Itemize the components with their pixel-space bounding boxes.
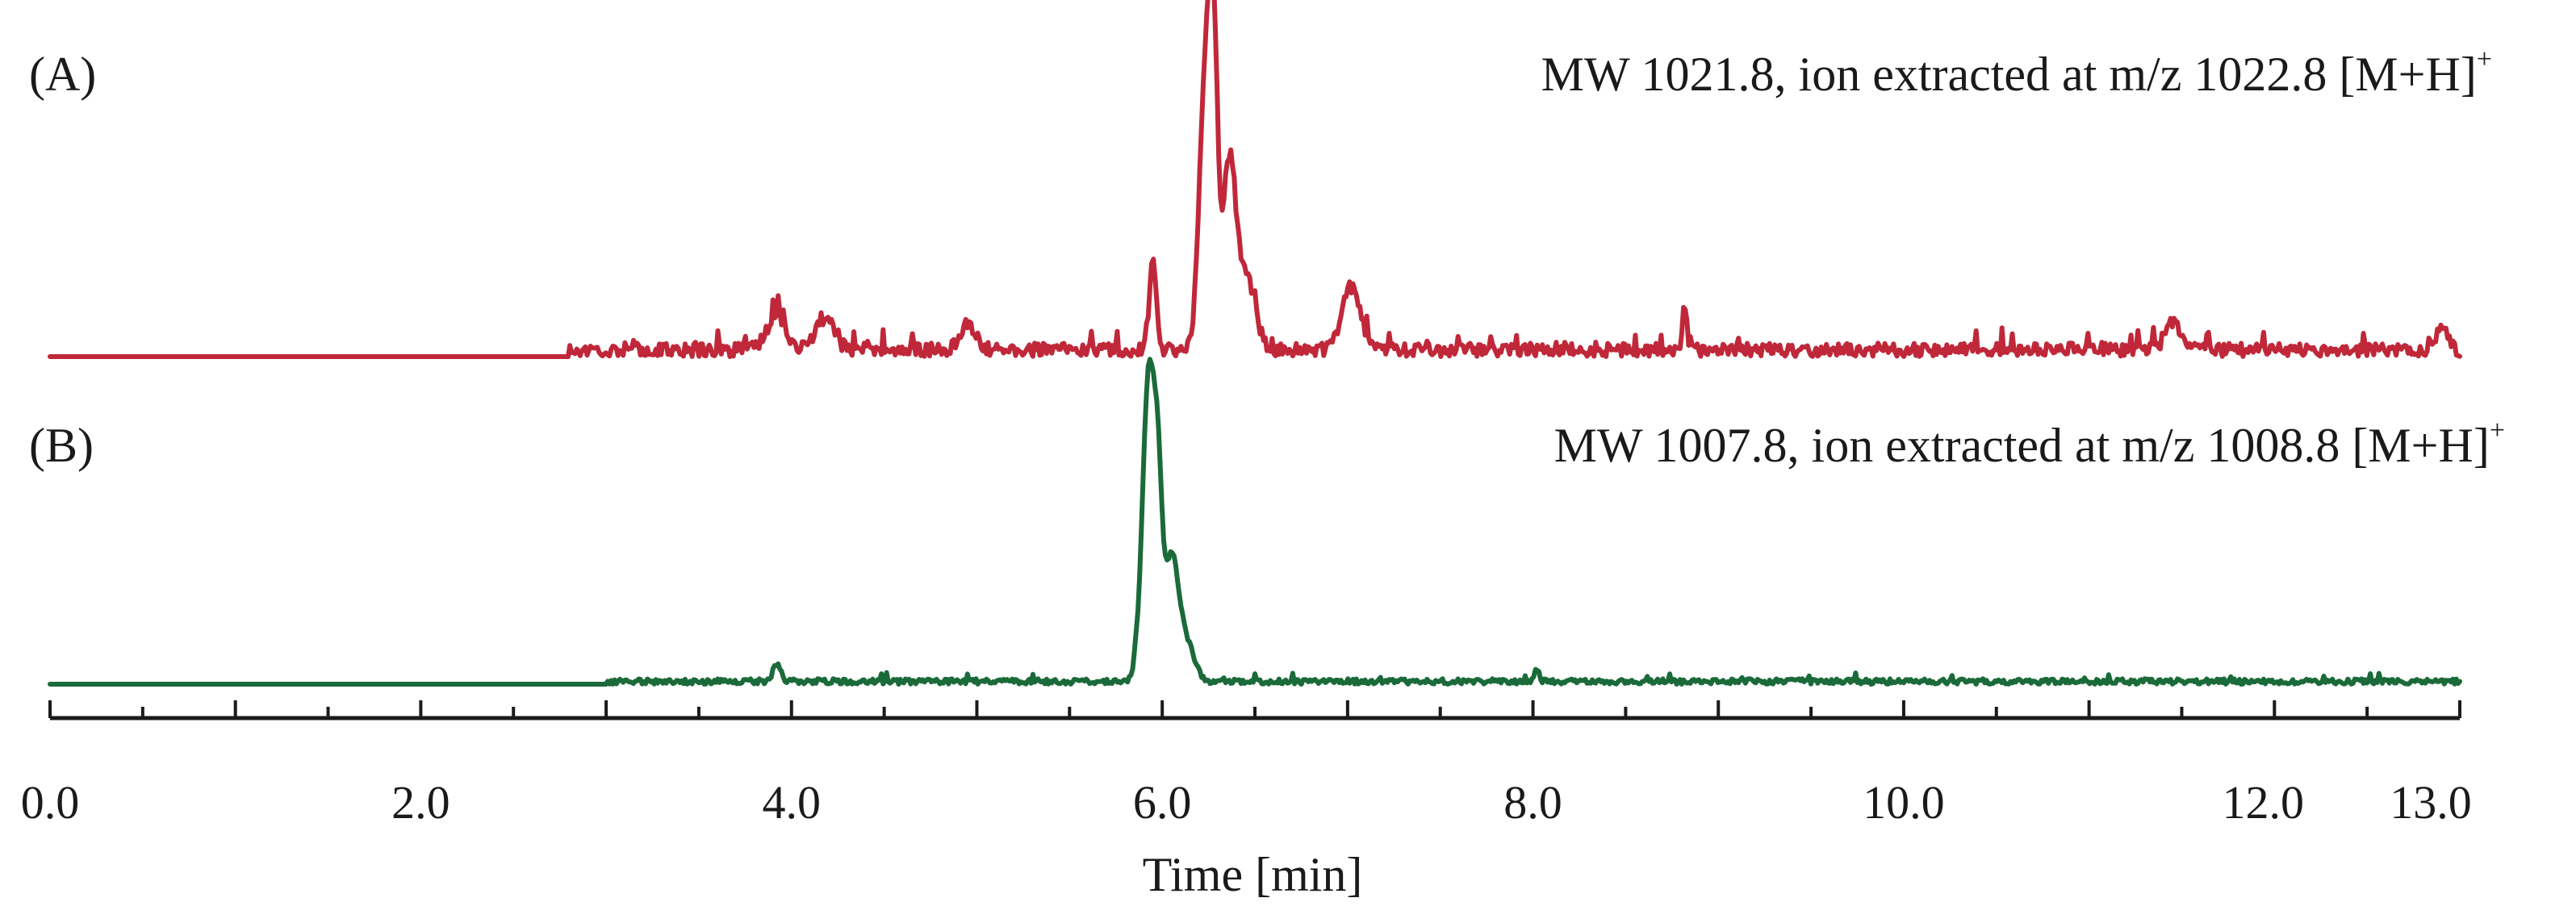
x-tick-label: 6.0 <box>1133 776 1192 829</box>
x-axis-ticks <box>48 700 2461 718</box>
x-axis-tick-labels: 0.0 2.0 4.0 6.0 8.0 10.0 12.0 13.0 <box>21 776 2472 829</box>
x-tick-label: 12.0 <box>2223 776 2305 829</box>
trace-panel-a <box>48 0 2462 359</box>
x-tick-label: 10.0 <box>1863 776 1945 829</box>
panel-b-label: (B) <box>29 419 94 472</box>
trace-panel-b <box>48 357 2462 687</box>
panel-a-label: (A) <box>29 48 96 101</box>
panel-a-annotation: MW 1021.8, ion extracted at m/z 1022.8 [… <box>1541 44 2492 101</box>
panel-b-annotation: MW 1007.8, ion extracted at m/z 1008.8 [… <box>1554 416 2505 472</box>
x-tick-label: 13.0 <box>2390 776 2472 829</box>
x-tick-label: 4.0 <box>763 776 822 829</box>
x-axis-title: Time [min] <box>1143 848 1363 901</box>
x-tick-label: 0.0 <box>21 776 80 829</box>
x-tick-label: 2.0 <box>391 776 450 829</box>
x-tick-label: 8.0 <box>1503 776 1562 829</box>
